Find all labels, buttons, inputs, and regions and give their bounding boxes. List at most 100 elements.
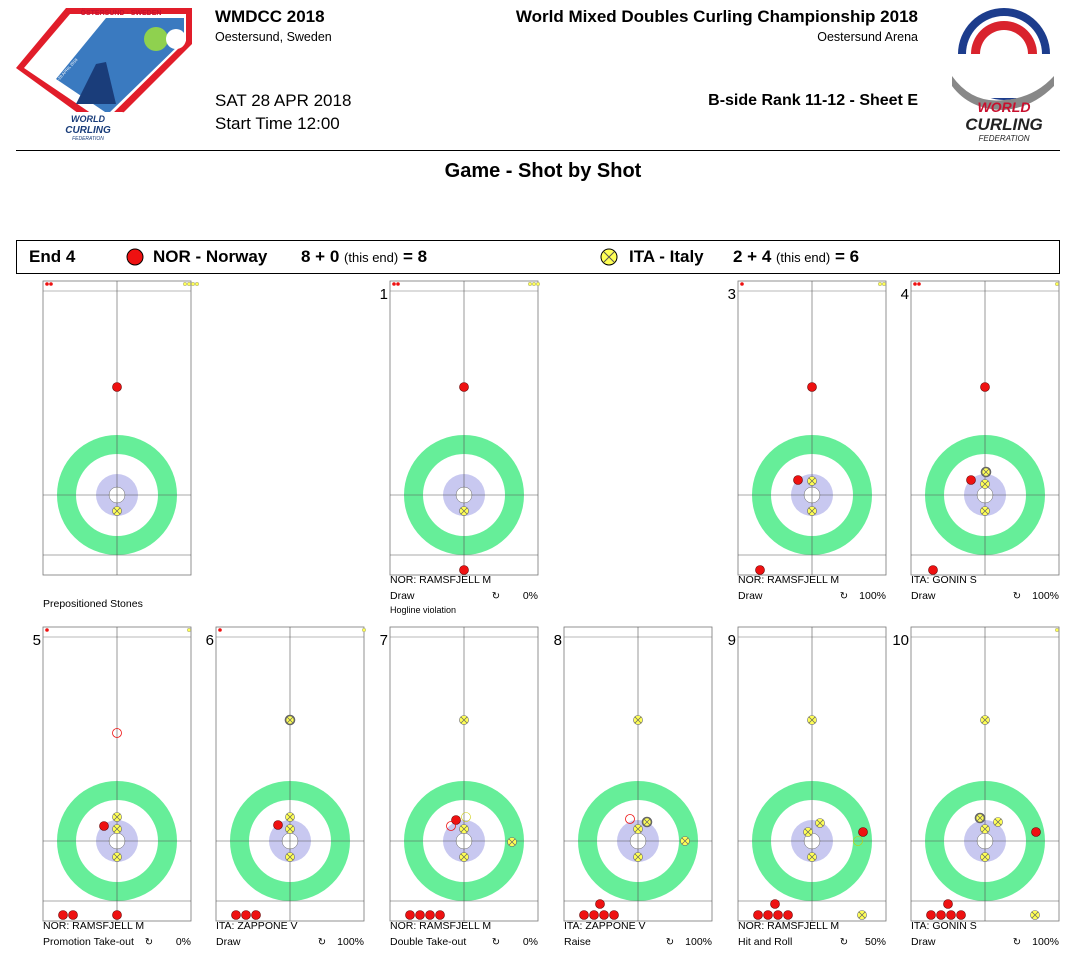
player-name: ITA: ZAPPONE V	[216, 920, 298, 932]
strip-red-stone	[49, 282, 53, 286]
rotation-icon: ↻	[1013, 937, 1021, 948]
team2-score-value: 2 + 4	[733, 247, 772, 266]
red-stone-0	[459, 382, 469, 392]
red-stone-9	[425, 910, 435, 920]
yellow-stone-mark	[113, 507, 121, 515]
page-title: Game - Shot by Shot	[444, 160, 642, 182]
event-location: Oestersund, Sweden	[215, 30, 332, 44]
strip-red-stone	[45, 282, 49, 286]
player-name: ITA: ZAPPONE V	[564, 920, 646, 932]
shot-number: 5	[33, 632, 41, 649]
yellow-stone-mark	[808, 507, 816, 515]
shot-number: 9	[728, 632, 736, 649]
red-stone-ghost-3	[625, 814, 635, 824]
red-stone-2	[451, 815, 461, 825]
shot-type: Raise	[564, 936, 591, 948]
red-stone-8	[589, 910, 599, 920]
yellow-stone-mark	[113, 853, 121, 861]
svg-text:FEDERATION: FEDERATION	[979, 134, 1030, 143]
world-curling-federation-logo: WORLD CURLING FEDERATION	[944, 8, 1060, 143]
red-stone-3	[99, 821, 109, 831]
red-stone-6	[595, 899, 605, 909]
yellow-stone-mark	[113, 825, 121, 833]
red-stone-ghost-0	[112, 728, 122, 738]
rotation-icon: ↻	[318, 937, 326, 948]
red-stone-6	[770, 899, 780, 909]
yellow-stone-mark	[634, 825, 642, 833]
shot-percentage: 0%	[523, 936, 538, 948]
shot-percentage: 0%	[523, 590, 538, 602]
rotation-icon: ↻	[492, 591, 500, 602]
red-stone-2	[273, 820, 283, 830]
sheet-panel-2: 1 NOR: RAMSFJELL M Draw ↻ 0% Hogline violatio…	[380, 280, 540, 615]
yellow-stone-mark	[981, 825, 989, 833]
championship-title: World Mixed Doubles Curling Championship…	[515, 7, 918, 26]
shot-type: Promotion Take-out	[43, 936, 134, 948]
strip-yellow-stone	[190, 282, 195, 286]
yellow-stone-mark	[858, 911, 866, 919]
strip-red-stone	[218, 628, 222, 632]
svg-text:ÖSTERSUND - SWEDEN: ÖSTERSUND - SWEDEN	[81, 8, 162, 17]
panel-note: Prepositioned Stones	[43, 598, 143, 610]
player-name: ITA: GONIN S	[911, 574, 977, 586]
shot-type: Draw	[216, 936, 241, 948]
sheet-panel-8: 8 ITA: ZAPPONE V Raise ↻ 100%	[554, 626, 713, 948]
yellow-stone-mark	[508, 838, 516, 846]
red-stone-7	[753, 910, 763, 920]
sheet-panel-1: Prepositioned Stones	[42, 280, 199, 610]
shot-number: 10	[892, 632, 909, 649]
player-name: NOR: RAMSFJELL M	[738, 574, 839, 586]
red-stone-5	[928, 565, 938, 575]
red-stone-8	[763, 910, 773, 920]
rotation-icon: ↻	[840, 937, 848, 948]
red-stone-10	[609, 910, 619, 920]
yellow-stone-mark	[634, 853, 642, 861]
red-stone-6	[943, 899, 953, 909]
yellow-stone-mark	[286, 813, 294, 821]
team2-name: ITA - Italy	[629, 247, 704, 266]
strip-yellow-stone	[361, 628, 366, 632]
strip-yellow-stone	[881, 282, 886, 286]
svg-text:CURLING: CURLING	[65, 125, 111, 136]
strip-yellow-stone	[182, 282, 187, 286]
strip-red-stone	[392, 282, 396, 286]
yellow-stone-mark	[816, 819, 824, 827]
sheet-panel-10: 10 ITA: GONIN S Draw ↻ 100%	[892, 626, 1060, 948]
strip-yellow-stone	[527, 282, 532, 286]
red-stone-ghost-3	[446, 821, 456, 831]
yellow-stone-icon	[600, 248, 618, 266]
start-time: Start Time 12:00	[215, 114, 340, 133]
player-name: NOR: RAMSFJELL M	[43, 920, 144, 932]
yellow-stone-mark	[994, 818, 1002, 826]
shot-percentage: 100%	[685, 936, 712, 948]
header-divider	[16, 150, 1060, 151]
player-name: NOR: RAMSFJELL M	[738, 920, 839, 932]
red-stone-4	[1031, 827, 1041, 837]
team1-total: = 8	[402, 247, 428, 266]
red-stone-7	[112, 910, 122, 920]
wmdcc-logo: ÖSTERSUND - SWEDEN WORLD MIXED DOUBLES C…	[16, 8, 192, 142]
strip-red-stone	[45, 628, 49, 632]
strip-yellow-stone	[186, 282, 191, 286]
red-stone-9	[773, 910, 783, 920]
game-info: B-side Rank 11-12 - Sheet E	[708, 92, 918, 109]
player-name: ITA: GONIN S	[911, 920, 977, 932]
red-stone-7	[405, 910, 415, 920]
shot-type: Double Take-out	[390, 936, 466, 948]
yellow-stone-mark	[981, 507, 989, 515]
svg-text:WORLD: WORLD	[978, 99, 1031, 115]
red-stone-7	[251, 910, 261, 920]
yellow-stone-mark	[976, 814, 984, 822]
strip-yellow-stone	[1054, 282, 1059, 286]
shot-type: Draw	[911, 936, 936, 948]
red-stone-10	[435, 910, 445, 920]
red-stone-icon	[126, 248, 144, 266]
sheet-panel-3: 3 NOR: RAMSFJELL M Draw ↻ 100%	[728, 280, 887, 602]
shot-number: 3	[728, 286, 736, 303]
red-stone-8	[936, 910, 946, 920]
red-stone-5	[231, 910, 241, 920]
sheet-panel-9: 9 NOR: RAMSFJELL M Hit and Roll ↻ 50%	[728, 626, 887, 948]
strip-red-stone	[917, 282, 921, 286]
red-stone-7	[926, 910, 936, 920]
